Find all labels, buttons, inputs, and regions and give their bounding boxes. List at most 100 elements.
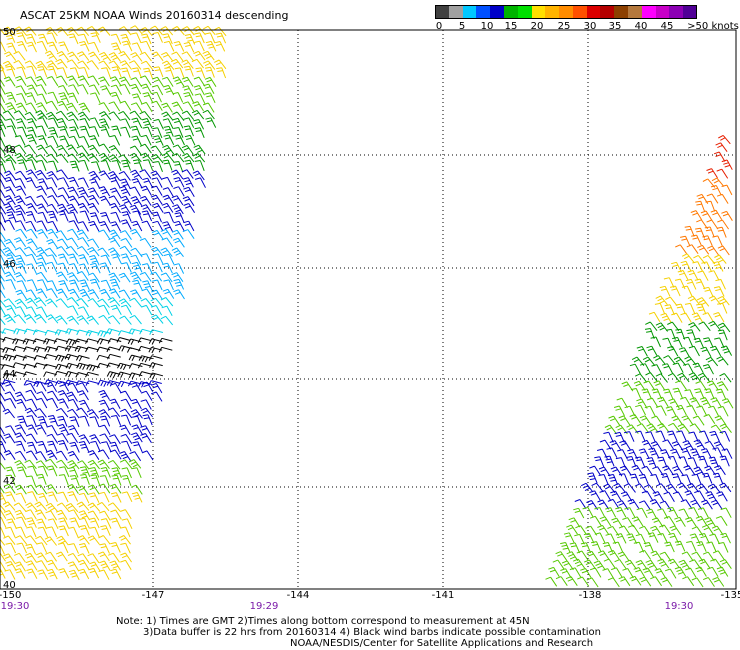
wind-barb: [693, 439, 706, 450]
wind-barb: [566, 524, 578, 535]
wind-barb: [129, 228, 142, 239]
legend-swatch: [614, 5, 629, 19]
wind-barb: [151, 91, 162, 103]
wind-barb: [24, 407, 38, 418]
wind-barb: [0, 433, 7, 444]
wind-barb: [23, 246, 37, 256]
wind-barb: [110, 517, 122, 529]
wind-barb: [98, 186, 111, 197]
wind-barb: [4, 569, 16, 580]
wind-barb: [119, 100, 132, 111]
wind-barb: [680, 396, 692, 407]
wind-barb: [653, 380, 666, 391]
wind-barb: [716, 381, 729, 391]
wind-barb: [14, 298, 28, 308]
wind-barb: [691, 577, 704, 588]
wind-barb: [183, 220, 195, 232]
wind-barb: [120, 253, 132, 264]
wind-barb: [44, 536, 57, 546]
wind-barb: [194, 40, 205, 52]
wind-barb: [57, 67, 68, 79]
wind-barb: [645, 431, 656, 442]
wind-barb: [36, 40, 48, 52]
wind-barb: [657, 558, 670, 569]
wind-barb: [593, 560, 606, 571]
wind-barb: [35, 110, 48, 120]
wind-barb: [118, 50, 131, 61]
wind-barb: [160, 315, 174, 326]
wind-barb: [87, 238, 100, 249]
wind-barb: [98, 170, 111, 180]
wind-barb: [655, 373, 668, 383]
wind-barb: [0, 102, 7, 113]
wind-barb: [685, 278, 697, 290]
wind-barb: [66, 391, 78, 402]
wind-barb: [660, 449, 671, 460]
wind-barb: [657, 423, 670, 433]
wind-barb: [3, 271, 16, 282]
wind-barb: [13, 328, 27, 335]
legend-label: 15: [504, 21, 518, 32]
wind-barb: [160, 247, 173, 257]
wind-barb: [183, 92, 194, 103]
wind-barb: [151, 177, 163, 188]
wind-barb: [68, 279, 80, 291]
wind-barb: [682, 576, 695, 587]
wind-barb: [25, 211, 37, 222]
wind-barb: [26, 526, 37, 538]
wind-barb: [0, 517, 7, 528]
wind-barb: [0, 299, 6, 308]
wind-barb: [67, 186, 79, 197]
wind-barb: [709, 345, 722, 357]
wind-barb: [14, 568, 26, 579]
wind-barb: [67, 491, 79, 502]
wind-barb: [56, 459, 69, 470]
wind-barb: [151, 229, 164, 240]
wind-barb: [36, 220, 48, 231]
wind-barb: [65, 371, 79, 378]
wind-barb: [701, 524, 714, 535]
wind-barb: [173, 278, 185, 290]
wind-barb: [182, 152, 195, 163]
wind-barb: [25, 509, 37, 520]
wind-barb: [15, 118, 27, 129]
wind-barb: [703, 577, 715, 587]
wind-barb: [645, 372, 658, 382]
wind-barb: [173, 263, 185, 274]
wind-barb: [69, 416, 80, 428]
wind-barb: [622, 568, 634, 579]
wind-barb: [56, 288, 68, 299]
legend-label: 5: [458, 21, 466, 32]
wind-barb: [174, 134, 185, 146]
wind-barb: [684, 225, 695, 237]
wind-barb: [4, 176, 16, 188]
wind-barb: [183, 41, 195, 53]
wind-barb: [162, 144, 175, 155]
wind-barb: [120, 230, 132, 240]
wind-barb: [2, 501, 16, 511]
wind-barb: [100, 279, 112, 291]
wind-barb: [97, 449, 110, 460]
wind-barb: [663, 388, 674, 400]
wind-barb: [116, 337, 131, 343]
wind-barb: [684, 302, 696, 314]
wind-barb: [687, 270, 699, 281]
wind-barb: [89, 561, 101, 572]
wind-barb: [110, 382, 122, 394]
wind-barb: [68, 263, 80, 274]
wind-barb: [139, 271, 152, 282]
wind-barb: [668, 455, 679, 467]
wind-barb: [65, 502, 79, 513]
wind-barb: [100, 254, 112, 266]
wind-barb: [139, 110, 152, 121]
wind-barb: [204, 32, 216, 44]
wind-barb: [109, 449, 122, 460]
wind-barb: [707, 566, 719, 577]
wind-barb: [685, 517, 697, 528]
wind-barb: [624, 507, 636, 518]
wind-barb: [89, 92, 101, 104]
wind-barb: [0, 126, 6, 137]
wind-barb: [16, 32, 27, 43]
wind-barb: [26, 424, 38, 435]
wind-barb: [76, 246, 90, 256]
